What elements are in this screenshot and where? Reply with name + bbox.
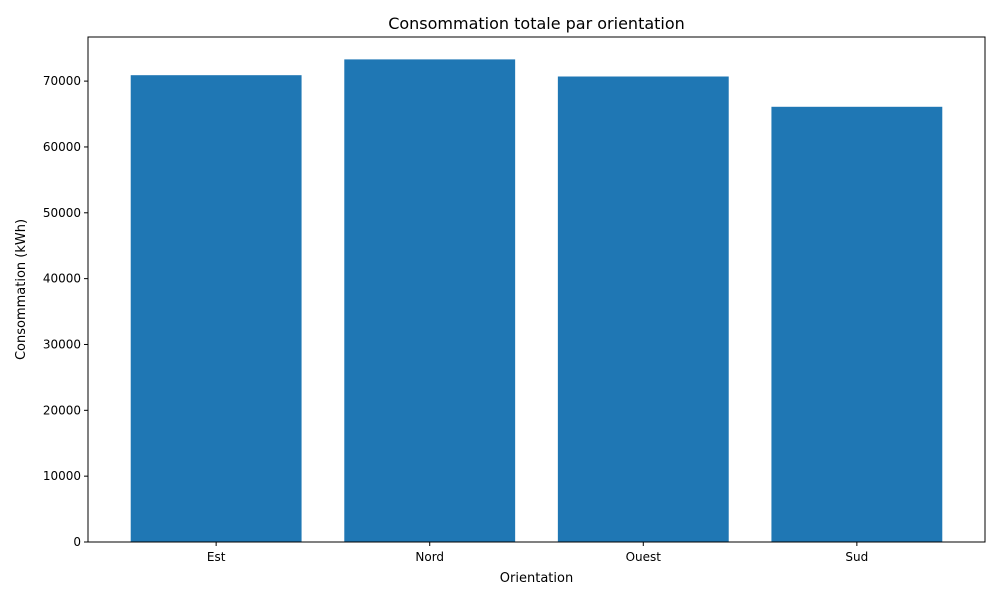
bar-est (130, 75, 302, 542)
x-tick-label: Est (207, 550, 226, 564)
bar-ouest (557, 76, 729, 542)
y-tick-label: 60000 (43, 140, 81, 154)
x-tick-label: Ouest (626, 550, 662, 564)
y-tick-label: 50000 (43, 206, 81, 220)
x-tick-label: Nord (415, 550, 444, 564)
chart-title: Consommation totale par orientation (388, 14, 685, 33)
y-tick-label: 0 (73, 535, 81, 549)
y-tick-label: 20000 (43, 403, 81, 417)
plot-frame (87, 36, 986, 543)
ticks-layer: Est Nord Ouest Sud 0 10000 20000 30000 40000 5000… (43, 74, 868, 564)
y-tick-label: 30000 (43, 337, 81, 351)
y-tick-label: 70000 (43, 74, 81, 88)
y-tick-label: 10000 (43, 469, 81, 483)
bars-layer (130, 59, 943, 542)
y-tick-label: 40000 (43, 272, 81, 286)
bar-nord (344, 59, 516, 542)
y-axis-label: Consommation (kWh) (14, 219, 29, 360)
x-tick-label: Sud (845, 550, 868, 564)
bar-sud (771, 106, 943, 542)
x-axis-label: Orientation (500, 571, 573, 586)
